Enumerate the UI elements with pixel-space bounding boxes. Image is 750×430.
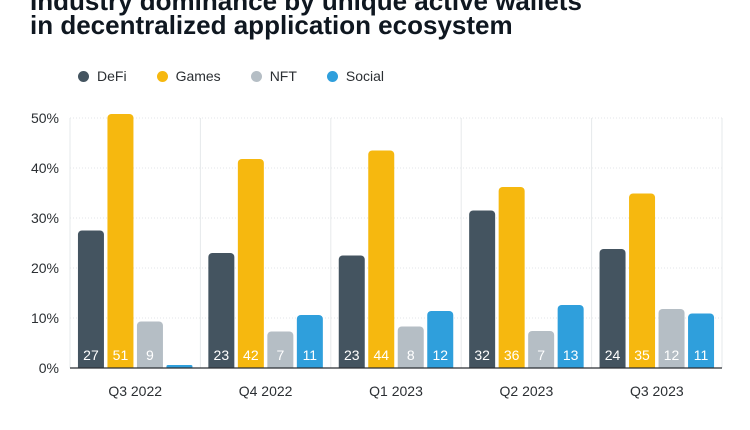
- bar-value-label: 7: [537, 347, 545, 363]
- bar-social: [557, 305, 584, 372]
- legend-swatch-games: [156, 70, 168, 82]
- y-tick-label: 20%: [31, 260, 59, 276]
- bar-games: [498, 187, 525, 372]
- y-tick-label: 30%: [31, 210, 59, 226]
- bar-value-label: 32: [474, 347, 490, 363]
- legend-label-social: Social: [345, 68, 385, 84]
- bar-social: [296, 315, 323, 372]
- bar-value-label: 44: [373, 347, 389, 363]
- bar-social: [688, 313, 715, 372]
- bar-value-label: 8: [407, 347, 415, 363]
- x-tick-label: Q2 2023: [500, 383, 554, 399]
- chart-title-line-2: in decentralized application ecosystem: [30, 10, 513, 40]
- bar-defi: [469, 210, 496, 372]
- legend-swatch-social: [326, 70, 338, 82]
- y-tick-label: 40%: [31, 160, 59, 176]
- bar-value-label: 36: [504, 347, 520, 363]
- baseline-mask: [68, 368, 724, 375]
- bar-value-label: 42: [243, 347, 259, 363]
- bar-value-label: 24: [605, 347, 621, 363]
- bar-nft: [267, 331, 294, 372]
- bar-value-label: 12: [432, 347, 448, 363]
- bar-value-label: 7: [276, 347, 284, 363]
- bar-value-label: 11: [694, 347, 709, 363]
- chart-title-line-1: Industry dominance by unique active wall…: [30, 0, 582, 16]
- y-tick-label: 50%: [31, 110, 59, 126]
- legend-item-defi: DeFi: [78, 68, 127, 84]
- x-tick-label: Q1 2023: [369, 383, 423, 399]
- bar-social: [427, 311, 454, 372]
- y-tick-label: 0%: [39, 360, 59, 376]
- bar-value-label: 12: [664, 347, 680, 363]
- bar-nft: [658, 309, 685, 372]
- legend-label-games: Games: [175, 68, 221, 84]
- bar-games: [368, 150, 395, 372]
- bar-value-label: 9: [146, 347, 154, 363]
- chart-legend: DeFi Games NFT Social: [78, 68, 384, 84]
- bar-nft: [397, 326, 424, 372]
- x-tick-label: Q3 2023: [630, 383, 684, 399]
- bar-value-label: 23: [344, 347, 360, 363]
- bar-defi: [77, 230, 104, 372]
- legend-item-games: Games: [156, 68, 221, 84]
- x-tick-label: Q3 2022: [108, 383, 162, 399]
- bar-value-label: 1: [176, 347, 184, 363]
- bar-defi: [338, 255, 365, 372]
- bar-defi: [599, 249, 626, 372]
- bar-value-label: 11: [303, 347, 318, 363]
- legend-item-nft: NFT: [250, 68, 297, 84]
- bar-value-label: 35: [634, 347, 650, 363]
- bar-games: [237, 159, 264, 372]
- y-tick-label: 10%: [31, 310, 59, 326]
- legend-item-social: Social: [326, 68, 385, 84]
- legend-label-nft: NFT: [269, 68, 297, 84]
- bar-value-label: 23: [214, 347, 230, 363]
- bar-games: [107, 114, 134, 372]
- bar-defi: [208, 253, 235, 372]
- bar-nft: [136, 321, 163, 372]
- x-tick-label: Q4 2022: [239, 383, 293, 399]
- bar-value-label: 13: [563, 347, 579, 363]
- legend-label-defi: DeFi: [97, 68, 127, 84]
- bar-value-label: 27: [83, 347, 99, 363]
- bar-nft: [528, 331, 555, 372]
- bar-games: [629, 193, 656, 372]
- legend-swatch-nft: [250, 70, 262, 82]
- legend-swatch-defi: [78, 70, 89, 82]
- bar-value-label: 51: [113, 347, 129, 363]
